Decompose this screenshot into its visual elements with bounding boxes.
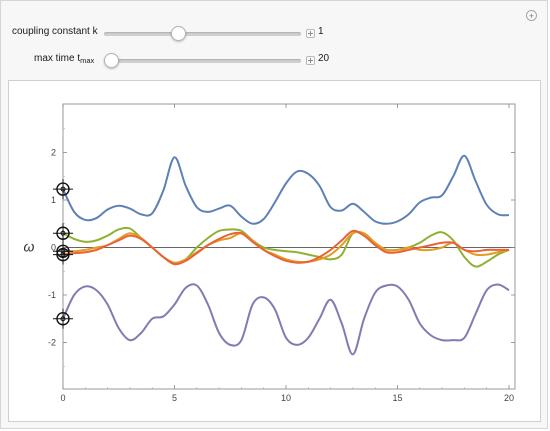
initial-point-locator-icon[interactable] (53, 308, 73, 329)
coupling-constant-control: coupling constant k 1 (1, 24, 547, 44)
max-time-label: max time tmax (34, 53, 94, 65)
initial-point-locator-icon[interactable] (53, 244, 73, 265)
max-time-label-main: max time t (34, 53, 81, 64)
initial-point-locator-icon[interactable] (53, 179, 73, 200)
coupling-constant-label: coupling constant k (12, 26, 98, 37)
plot-area: 0 5 10 15 20 -2 -1 0 1 2 ω (8, 80, 541, 422)
max-time-control: max time tmax 20 (1, 51, 547, 71)
y-tick-label: 2 (51, 148, 56, 158)
max-time-expand-icon[interactable] (306, 56, 315, 65)
series-line-5 (62, 283, 510, 356)
frequency-chart: 0 5 10 15 20 -2 -1 0 1 2 ω (24, 103, 516, 403)
coupling-constant-expand-icon[interactable] (306, 29, 315, 38)
initial-point-locator-icon[interactable] (53, 223, 73, 244)
series-line-4 (62, 229, 509, 266)
y-tick-label: 0 (51, 243, 56, 253)
options-plus-icon[interactable]: + (526, 10, 537, 21)
plot-frame-box (62, 103, 516, 390)
coupling-constant-slider-track[interactable] (104, 32, 301, 36)
coupling-constant-value: 1 (318, 26, 324, 37)
coupling-constant-slider-thumb[interactable] (171, 26, 187, 41)
x-tick-label: 15 (392, 393, 402, 403)
y-tick-label: -2 (48, 338, 56, 348)
x-tick-label: 5 (172, 393, 177, 403)
max-time-slider-track[interactable] (104, 59, 301, 63)
x-tick-label: 20 (504, 393, 514, 403)
y-axis-label: ω (24, 239, 35, 255)
y-tick-label: -1 (48, 290, 56, 300)
max-time-value: 20 (318, 53, 330, 64)
series-line-1 (62, 154, 510, 225)
max-time-label-sub: max (80, 56, 95, 65)
y-tick-label: 1 (51, 195, 56, 205)
x-tick-label: 0 (60, 393, 65, 403)
max-time-slider-thumb[interactable] (104, 53, 119, 68)
series-line-3 (62, 230, 510, 264)
x-tick-label: 10 (281, 393, 291, 403)
